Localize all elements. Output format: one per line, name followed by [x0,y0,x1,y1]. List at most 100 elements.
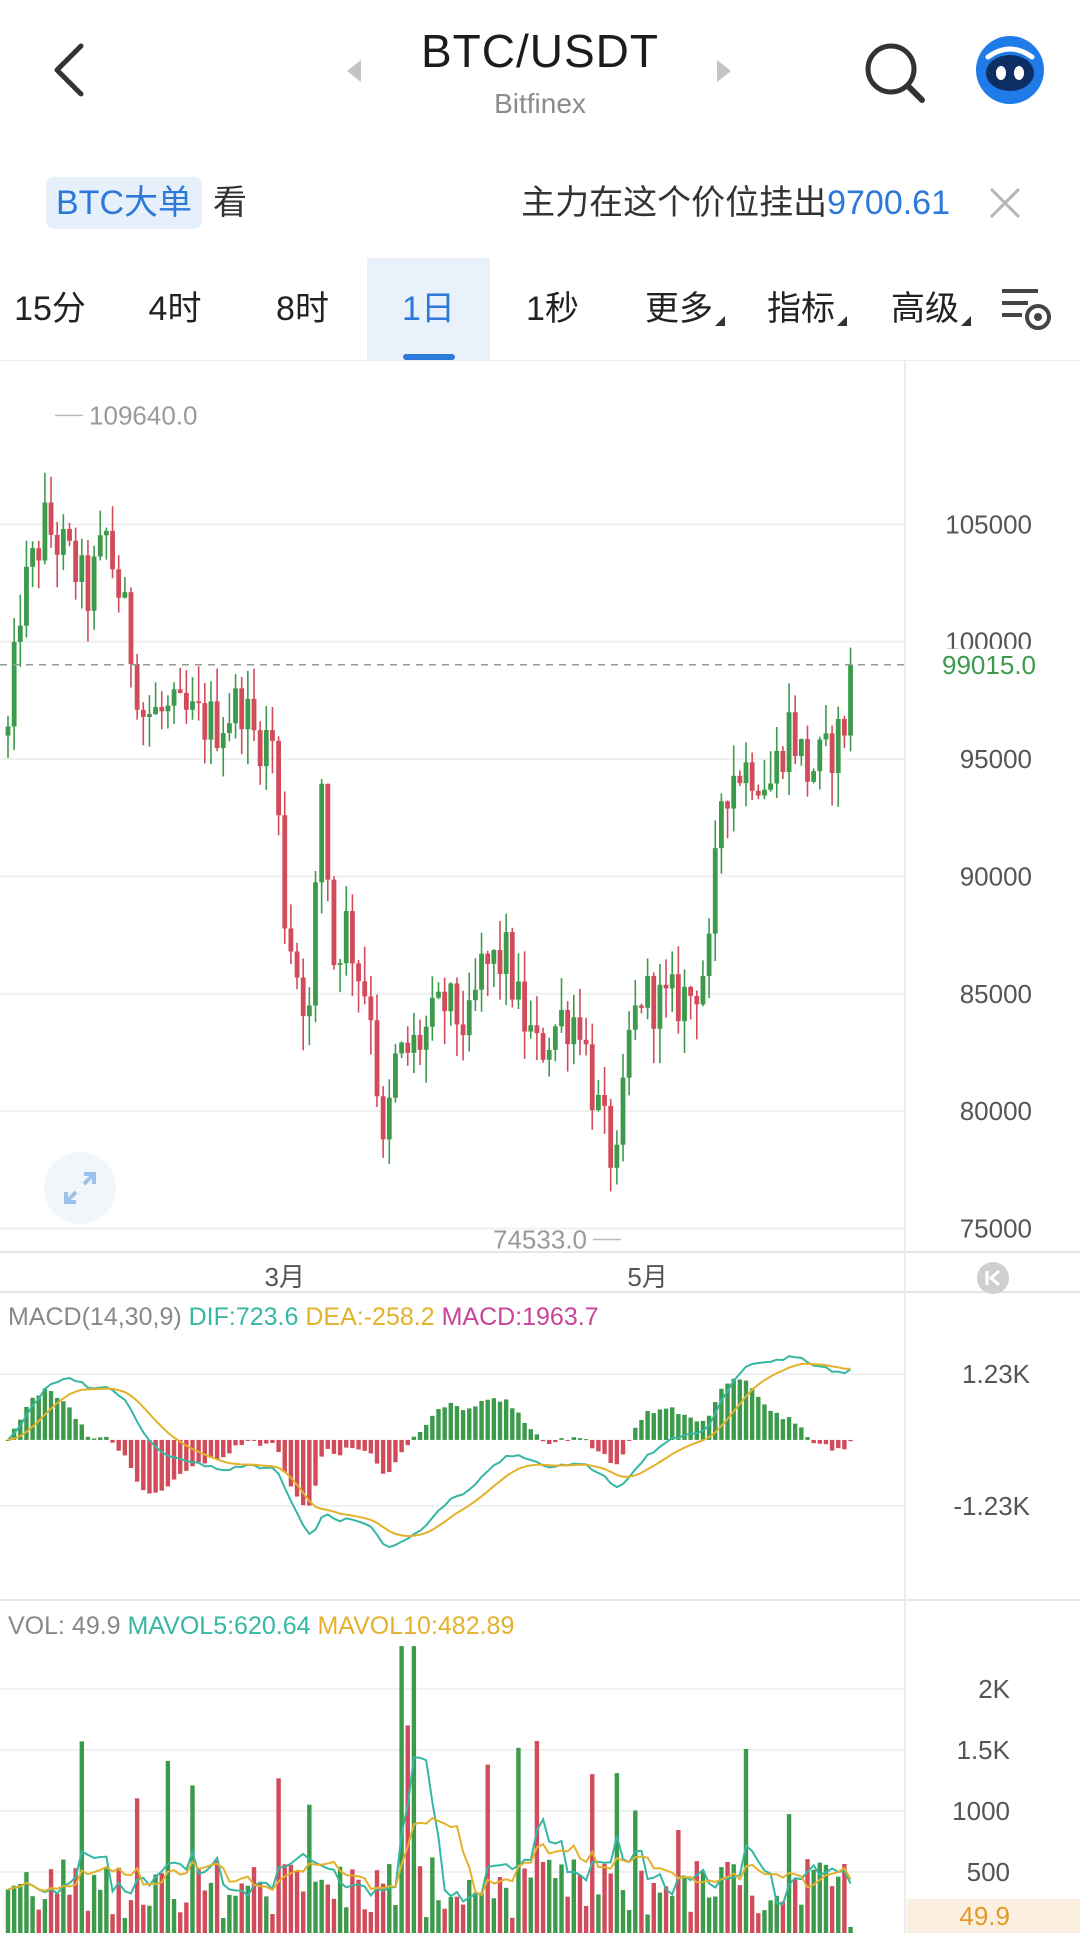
price-axis-label: 75000 [960,1214,1032,1244]
volume-bar [245,1885,251,1933]
tab-more[interactable]: 更多 [630,258,740,360]
macd-bar [460,1410,466,1440]
macd-bar [774,1412,779,1440]
close-icon[interactable] [985,183,1025,223]
volume-bar [713,1896,718,1933]
macd-bar [380,1439,386,1474]
macd-bar [663,1408,669,1440]
macd-bar [301,1439,306,1506]
big-order-notice[interactable]: BTC大单 看 主力在这个价位挂出9700.61 [0,165,1080,245]
macd-bar [67,1407,72,1440]
volume-bar [153,1874,158,1933]
volume-bar [122,1917,128,1933]
macd-bar [786,1417,792,1440]
candle-body [165,705,171,712]
search-icon[interactable] [860,38,930,108]
candle-body [737,775,743,784]
macd-bar [565,1439,570,1441]
kline-chart[interactable]: 1050001000009500090000850008000075000109… [0,360,1080,1933]
candle-body [626,1029,632,1078]
macd-bar [48,1391,54,1440]
interval-tabs: 15分 4时 8时 1日 1秒 更多 指标 高级 [0,258,1080,361]
volume-bar [448,1897,453,1933]
next-pair-icon[interactable] [715,58,733,84]
volume-bar [682,1876,687,1933]
price-axis-label: 95000 [960,744,1032,774]
pair-title[interactable]: BTC/USDT [421,25,659,77]
candle-body [762,789,767,796]
tab-8h[interactable]: 8时 [245,258,360,360]
volume-bar [670,1896,675,1933]
price-axis-label: 105000 [945,509,1032,539]
candle-body [239,688,245,730]
candle-body [669,974,675,989]
macd-axis-label: -1.23K [953,1491,1030,1521]
macd-bar [688,1417,693,1440]
macd-bar [165,1439,171,1487]
volume-bar [294,1870,300,1933]
tab-indicators[interactable]: 指标 [752,258,862,360]
macd-bar [153,1439,158,1493]
chart-settings-icon[interactable] [1000,285,1054,335]
volume-bar [257,1881,263,1933]
volume-bar [657,1892,663,1933]
assistant-robot-icon[interactable] [975,35,1045,105]
volume-bar [749,1895,755,1933]
volume-bar [128,1900,134,1933]
candle-body [589,1044,595,1111]
candle-body [811,771,817,782]
notice-price: 9700.61 [827,184,950,222]
volume-bar [602,1863,607,1933]
tab-1d[interactable]: 1日 [367,258,490,360]
macd-bar [503,1399,509,1440]
volume-bar [301,1891,306,1933]
volume-bar [411,1646,417,1933]
scroll-to-latest-button[interactable] [977,1262,1009,1294]
candle-body [343,911,349,964]
macd-bar [202,1439,207,1464]
volume-bar [608,1873,613,1933]
volume-bar [337,1866,343,1933]
macd-bar [122,1439,128,1456]
macd-bar [485,1399,490,1440]
tab-advanced[interactable]: 高级 [876,258,986,360]
candle-body [380,1096,386,1140]
volume-bar [171,1898,177,1933]
candle-body [91,556,97,611]
volume-axis-label: 1000 [952,1796,1010,1826]
candle-body [534,1025,540,1034]
tab-15m[interactable]: 15分 [0,258,100,360]
macd-bar [147,1439,152,1494]
previous-pair-icon[interactable] [345,58,363,84]
notice-look-link[interactable]: 看 [213,184,247,222]
volume-bar [319,1879,324,1933]
tab-4h[interactable]: 4时 [120,258,230,360]
candle-body [251,698,257,731]
candle-body [805,739,810,782]
candle-body [24,566,29,626]
vol-value: VOL: 49.9 [8,1612,121,1640]
volume-bar [706,1897,712,1933]
notice-tag[interactable]: BTC大单 [46,177,202,229]
dif-line [7,1355,852,1549]
candle-body [42,502,48,561]
volume-bar [91,1874,97,1933]
low-price-label: 74533.0 [493,1224,587,1254]
macd-bar [79,1424,84,1440]
volume-bar [836,1876,841,1933]
back-arrow-icon[interactable] [45,40,95,100]
tab-1s[interactable]: 1秒 [495,258,610,360]
candle-body [639,1005,644,1008]
volume-bar [522,1868,527,1933]
candle-body [110,530,115,570]
macd-bar [823,1439,829,1445]
macd-bar [516,1412,521,1440]
macd-bar [467,1408,472,1440]
macd-legend: MACD(14,30,9) DIF:723.6 DEA:-258.2 MACD:… [8,1303,599,1332]
mavol5-line [7,1756,852,1906]
macd-bar [98,1437,103,1440]
macd-bar [743,1380,749,1440]
candle-body [337,963,343,966]
candle-body [104,530,109,536]
fullscreen-expand-button[interactable] [44,1152,116,1224]
